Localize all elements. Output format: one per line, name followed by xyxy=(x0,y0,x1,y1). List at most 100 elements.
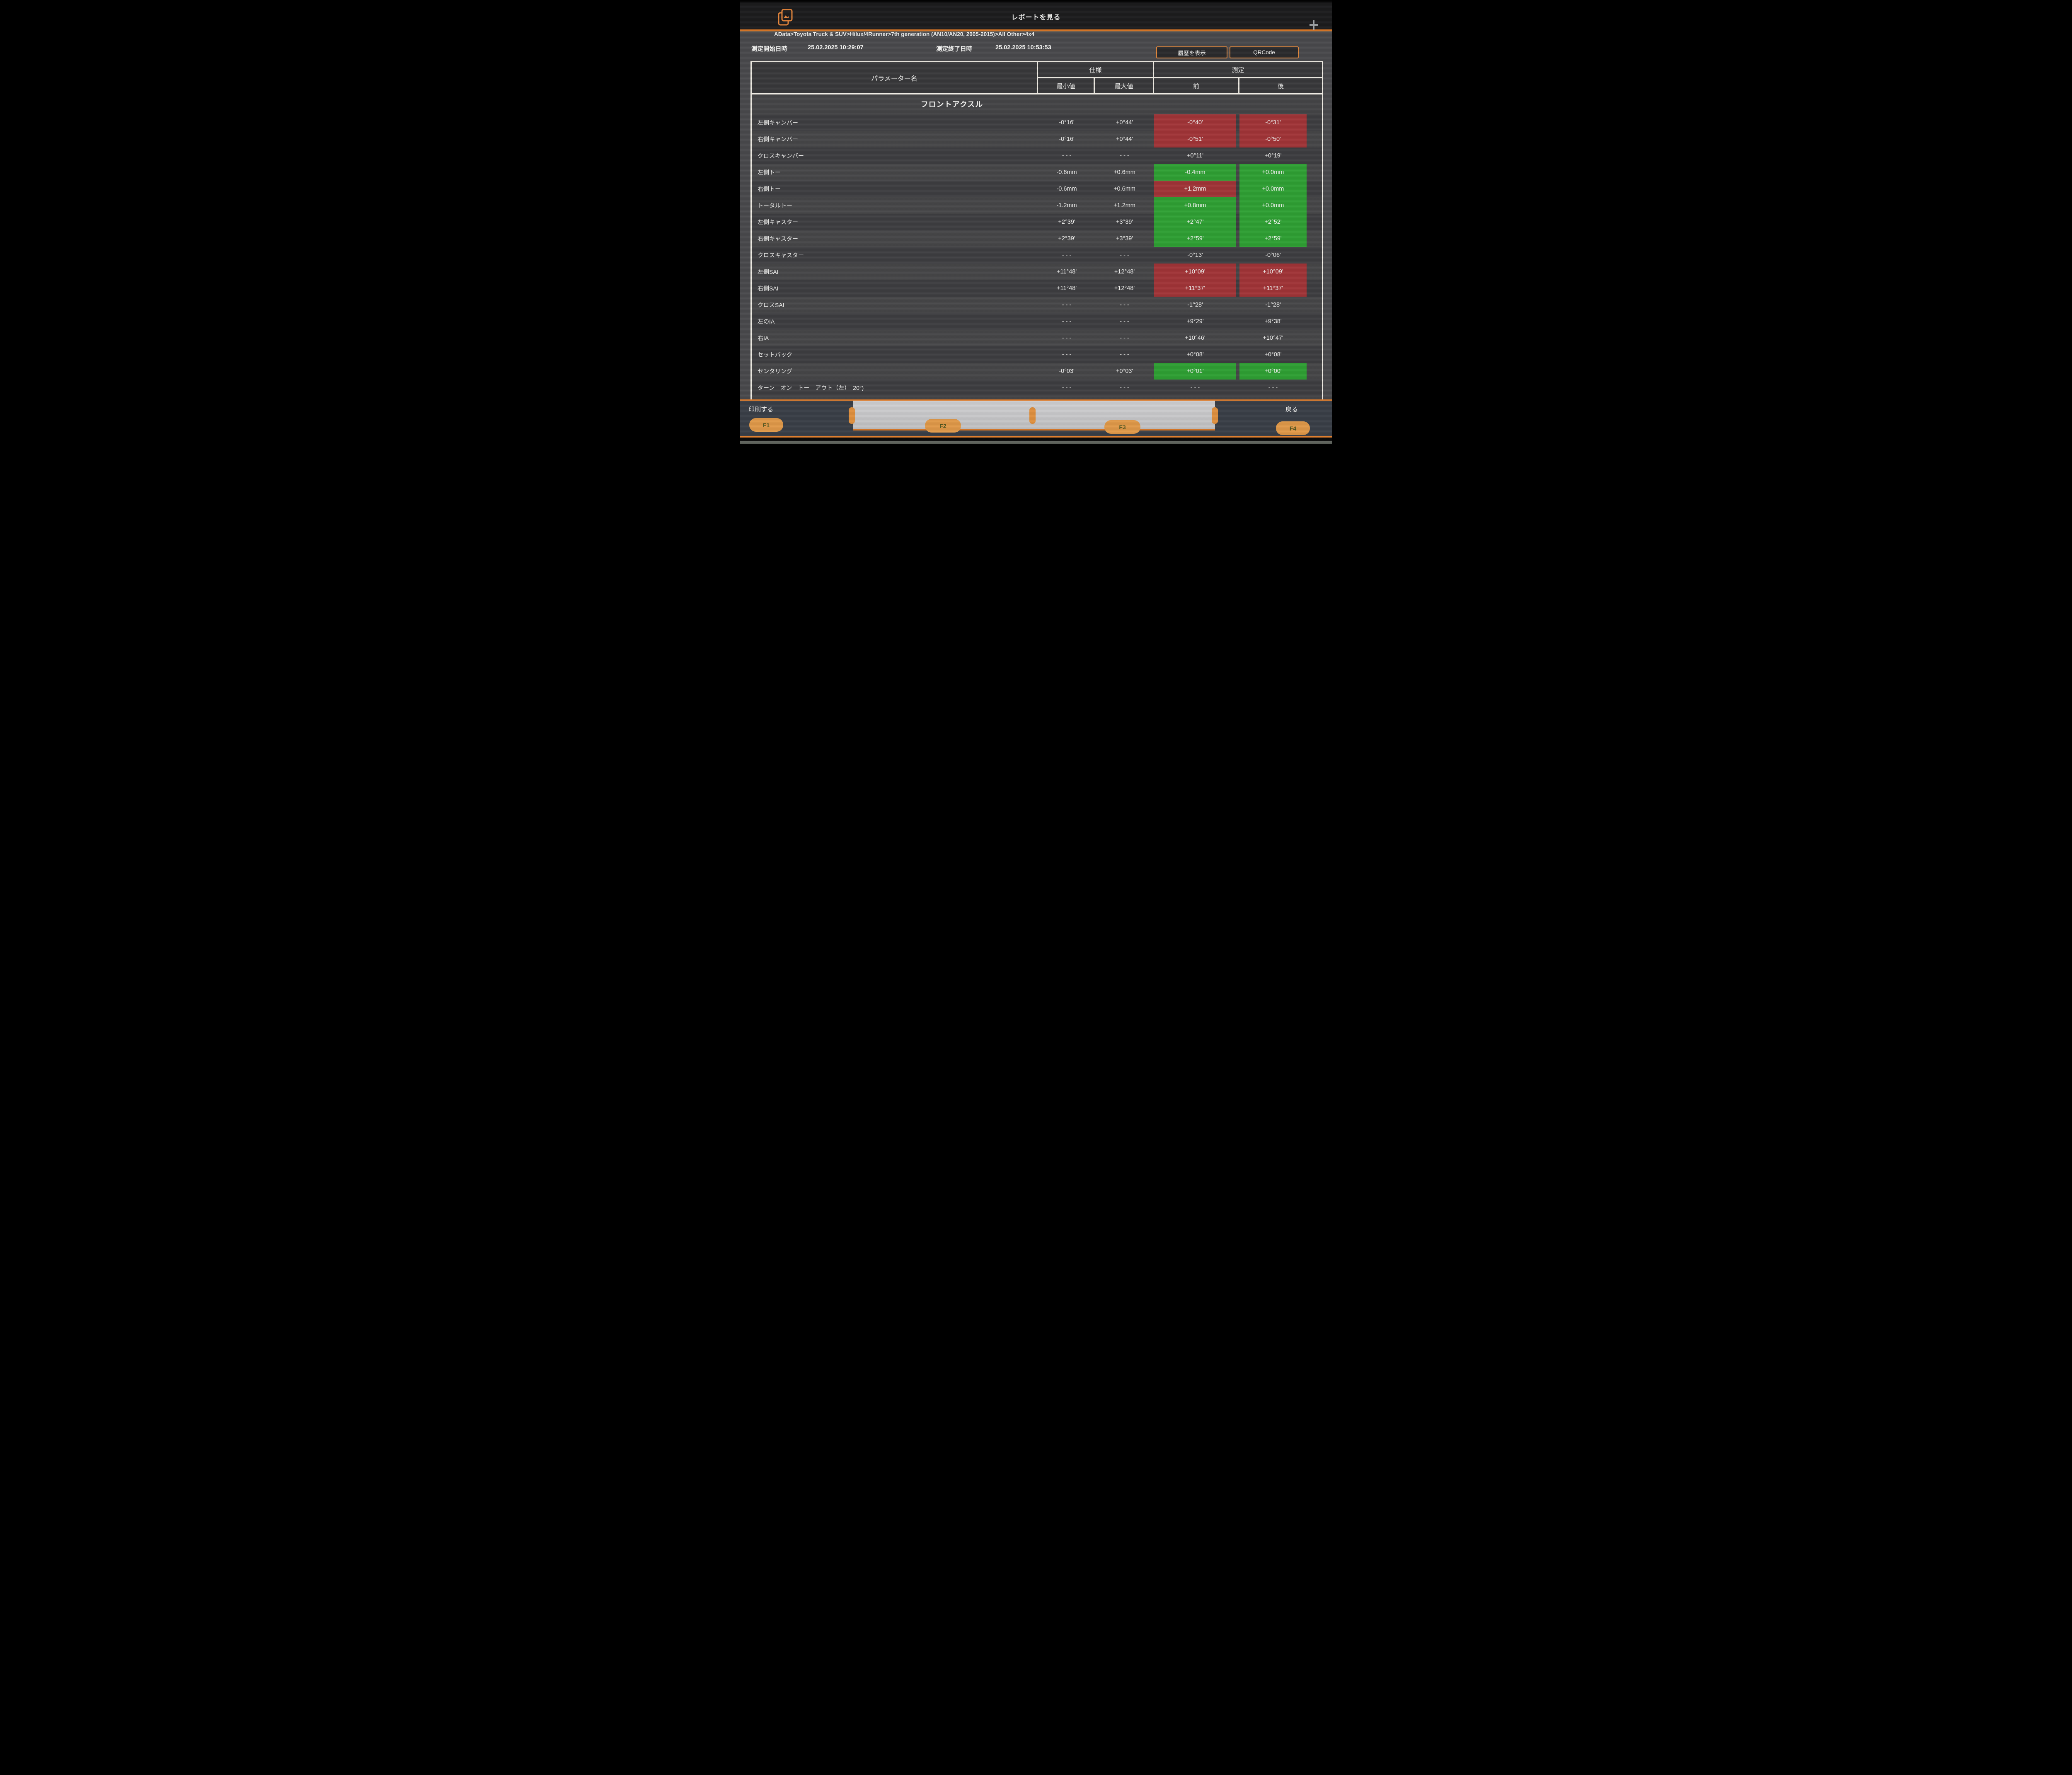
spec-max-value: - - - xyxy=(1120,252,1129,259)
table-row: センタリング -0°03' +0°03' +0°01' +0°00' xyxy=(752,363,1322,380)
before-status-cell: +0°01' xyxy=(1154,363,1236,380)
column-header-spec: 仕様 xyxy=(1038,62,1153,77)
measure-before-value: - - - xyxy=(1154,380,1239,396)
after-status-cell: -0°06' xyxy=(1265,252,1281,259)
monitor-bezel-top xyxy=(740,0,1332,2)
table-row: 左側トー -0.6mm +0.6mm -0.4mm +0.0mm xyxy=(752,164,1322,181)
spec-min-value: - - - xyxy=(1062,152,1072,159)
param-name: クロスキャスター xyxy=(758,252,804,259)
measure-after-value: -1°28' xyxy=(1239,297,1322,313)
measure-after-value: +0.0mm xyxy=(1239,164,1322,181)
table-row: ターン オン トー アウト（左） 20°) - - - - - - - - - … xyxy=(752,380,1322,396)
after-status-cell: +10°09' xyxy=(1239,264,1307,280)
column-header-after: 後 xyxy=(1239,78,1322,93)
before-status-cell: +0.8mm xyxy=(1154,197,1236,214)
before-status-cell: -0°51' xyxy=(1154,131,1236,148)
column-header-parameter: パラメーター名 xyxy=(752,62,1037,93)
after-status-cell: +2°52' xyxy=(1239,214,1307,230)
before-status-cell: +0°11' xyxy=(1186,152,1204,159)
after-status-cell: - - - xyxy=(1268,385,1278,391)
start-time-value: 25.02.2025 10:29:07 xyxy=(808,44,864,51)
spec-min-value: -1.2mm xyxy=(1056,202,1077,209)
measure-after-value: +0°19' xyxy=(1239,148,1322,164)
scrollbar-handle-left[interactable] xyxy=(849,407,855,424)
spec-min-value: - - - xyxy=(1062,335,1072,341)
report-table: パラメーター名 仕様 測定 最小値 最大値 前 後 フロントアクスル 左側キャン… xyxy=(750,61,1323,413)
scrollbar-handle-right[interactable] xyxy=(1212,407,1218,424)
move-cursor-icon xyxy=(1310,20,1318,30)
measure-before-value: +2°47' xyxy=(1154,214,1239,230)
after-status-cell: -1°28' xyxy=(1265,302,1281,308)
spec-max-value: - - - xyxy=(1120,335,1129,341)
spec-min-value: -0°16' xyxy=(1059,136,1075,143)
spec-max-value: - - - xyxy=(1120,385,1129,391)
table-row: 右側キャンバー -0°16' +0°44' -0°51' -0°50' xyxy=(752,131,1322,148)
measure-after-value: -0°50' xyxy=(1239,131,1322,148)
before-status-cell: +10°09' xyxy=(1154,264,1236,280)
after-status-cell: +0.0mm xyxy=(1239,164,1307,181)
end-time-label: 測定終了日時 xyxy=(936,46,972,53)
param-name: クロスキャンバー xyxy=(758,152,804,159)
page-title: レポートを見る xyxy=(1011,14,1061,21)
spec-min-value: - - - xyxy=(1062,252,1072,259)
measure-before-value: +0°01' xyxy=(1154,363,1239,380)
function-key-bar: 印刷する 戻る F1 F2 F3 F4 xyxy=(740,399,1332,438)
spec-min-value: - - - xyxy=(1062,385,1072,391)
measure-before-value: +0°08' xyxy=(1154,346,1239,363)
table-row: クロスキャスター - - - - - - -0°13' -0°06' xyxy=(752,247,1322,264)
measure-before-value: +0.8mm xyxy=(1154,197,1239,214)
breadcrumb: AData>Toyota Truck & SUV>Hilux/4Runner>7… xyxy=(774,31,1035,37)
spec-max-value: +3°39' xyxy=(1116,235,1133,242)
f2-key[interactable]: F2 xyxy=(925,419,961,433)
spec-max-value: +0.6mm xyxy=(1113,186,1135,192)
measure-after-value: - - - xyxy=(1239,380,1322,396)
spec-max-value: +0°44' xyxy=(1116,136,1133,143)
spec-max-value: - - - xyxy=(1120,152,1129,159)
param-name: 左側トー xyxy=(758,169,781,176)
measure-before-value: +10°09' xyxy=(1154,264,1239,280)
table-row: クロスキャンバー - - - - - - +0°11' +0°19' xyxy=(752,148,1322,164)
spec-max-value: +3°39' xyxy=(1116,219,1133,225)
f4-key[interactable]: F4 xyxy=(1276,421,1310,435)
measure-before-value: +9°29' xyxy=(1154,313,1239,330)
report-preview-icon xyxy=(778,9,793,26)
before-status-cell: -1°28' xyxy=(1187,302,1203,308)
monitor-bezel-bottom xyxy=(740,438,1332,441)
measure-before-value: -0°40' xyxy=(1154,114,1239,131)
measure-after-value: +0.0mm xyxy=(1239,181,1322,197)
table-row: 右IA - - - - - - +10°46' +10°47' xyxy=(752,330,1322,346)
after-status-cell: +9°38' xyxy=(1264,318,1282,325)
table-body: 左側キャンバー -0°16' +0°44' -0°40' -0°31' 右側キャ… xyxy=(752,114,1322,413)
before-status-cell: +10°46' xyxy=(1185,335,1205,341)
before-status-cell: -0°40' xyxy=(1154,114,1236,131)
scrollbar-handle-middle[interactable] xyxy=(1029,407,1036,424)
before-status-cell: -0°13' xyxy=(1187,252,1203,259)
measure-before-value: -0°51' xyxy=(1154,131,1239,148)
table-row: セットバック - - - - - - +0°08' +0°08' xyxy=(752,346,1322,363)
param-name: ターン オン トー アウト（左） 20°) xyxy=(758,385,864,391)
spec-max-value: - - - xyxy=(1120,351,1129,358)
spec-max-value: - - - xyxy=(1120,302,1129,308)
spec-min-value: +11°48' xyxy=(1056,285,1077,292)
f3-key[interactable]: F3 xyxy=(1104,420,1140,434)
after-status-cell: +0.0mm xyxy=(1239,181,1307,197)
table-row: トータルトー -1.2mm +1.2mm +0.8mm +0.0mm xyxy=(752,197,1322,214)
spec-min-value: -0.6mm xyxy=(1056,169,1077,176)
alignment-report-screen: レポートを見る AData>Toyota Truck & SUV>Hilux/4… xyxy=(740,0,1332,444)
column-header-max: 最大値 xyxy=(1095,78,1153,93)
spec-min-value: +2°39' xyxy=(1058,219,1075,225)
before-status-cell: +2°59' xyxy=(1154,230,1236,247)
show-history-button[interactable]: 履歴を表示 xyxy=(1156,46,1227,58)
spec-min-value: -0°03' xyxy=(1059,368,1075,375)
print-button[interactable]: 印刷する xyxy=(748,406,774,413)
param-name: 右側キャンバー xyxy=(758,136,798,143)
accent-divider xyxy=(740,29,1332,31)
table-row: 左側キャスター +2°39' +3°39' +2°47' +2°52' xyxy=(752,214,1322,230)
back-button[interactable]: 戻る xyxy=(1285,406,1298,413)
f1-key[interactable]: F1 xyxy=(749,418,783,432)
measure-after-value: +10°09' xyxy=(1239,264,1322,280)
param-name: 左のIA xyxy=(758,318,775,325)
column-header-min: 最小値 xyxy=(1038,78,1094,93)
title-bar: レポートを見る xyxy=(740,2,1332,29)
qrcode-button[interactable]: QRCode xyxy=(1230,46,1299,58)
